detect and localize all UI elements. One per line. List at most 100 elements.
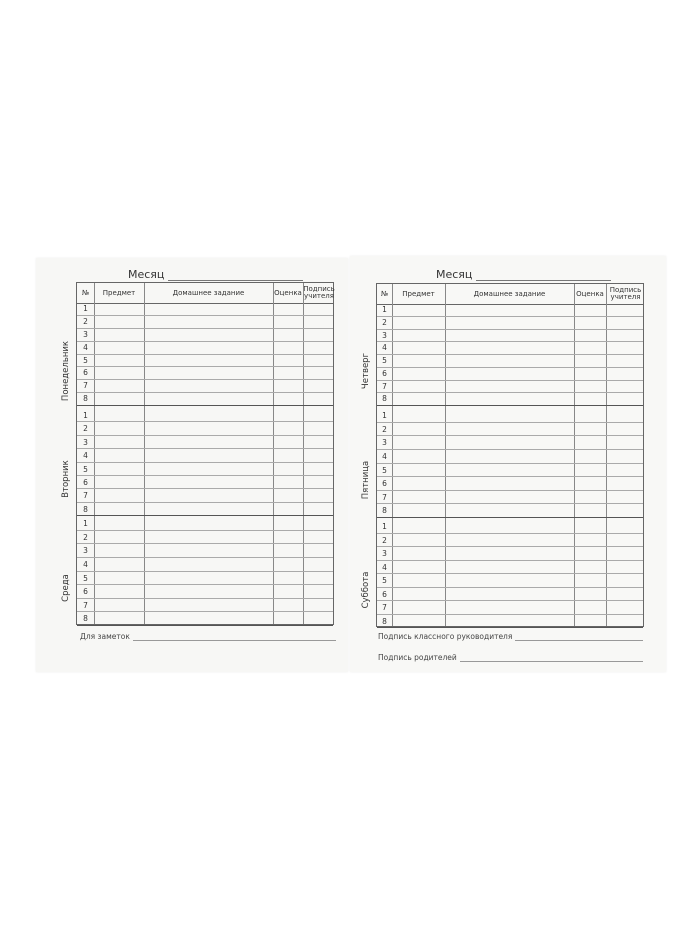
table-row[interactable]: 8: [77, 503, 333, 516]
header-num: №: [81, 288, 90, 297]
table-row[interactable]: 2: [377, 317, 643, 330]
row-number: 4: [83, 342, 88, 352]
day-label: Понедельник: [61, 340, 71, 401]
table-row[interactable]: 2: [77, 422, 333, 436]
month-input-line[interactable]: [476, 270, 612, 281]
table-row[interactable]: 6: [377, 588, 643, 601]
table-row[interactable]: 2: [77, 531, 333, 545]
header-signature: Подпись учителя: [609, 286, 642, 301]
row-number: 1: [382, 522, 387, 531]
row-number: 8: [83, 504, 88, 514]
table-row[interactable]: 4: [377, 561, 643, 574]
row-number: 1: [83, 304, 88, 313]
footer-field[interactable]: Подпись классного руководителя: [378, 632, 643, 641]
column-divider: [144, 283, 145, 624]
table-row[interactable]: 5: [377, 574, 643, 588]
row-number: 3: [382, 330, 387, 340]
left-page: Месяц № Предмет Домашнее задание Оценка Подпи…: [36, 258, 348, 672]
footer-input-line[interactable]: [132, 632, 336, 641]
footer-field[interactable]: Для заметок: [80, 632, 336, 641]
month-field[interactable]: Месяц: [436, 268, 612, 281]
table-row[interactable]: 2: [377, 423, 643, 437]
row-number: 7: [382, 603, 387, 612]
column-divider: [94, 283, 95, 624]
header-homework: Домашнее задание: [172, 288, 245, 297]
day-label: Четверг: [361, 352, 371, 390]
row-number: 4: [382, 562, 387, 572]
footer-field[interactable]: Подпись родителей: [378, 653, 643, 662]
footer-input-line[interactable]: [459, 653, 643, 662]
table-row[interactable]: 7: [377, 381, 643, 394]
schedule-table: № Предмет Домашнее задание Оценка Подпись уч…: [376, 283, 644, 628]
table-row[interactable]: 3: [77, 544, 333, 558]
table-row[interactable]: 2: [377, 534, 643, 547]
table-row[interactable]: 6: [377, 477, 643, 491]
header-grade: Оценка: [576, 289, 604, 298]
table-row[interactable]: 5: [77, 572, 333, 586]
row-number: 5: [83, 355, 88, 365]
table-row[interactable]: 7: [77, 599, 333, 613]
column-divider: [273, 283, 274, 624]
table-row[interactable]: 1: [377, 520, 643, 534]
table-row[interactable]: 4: [77, 558, 333, 572]
footer-label: Подпись классного руководителя: [378, 632, 513, 641]
month-field[interactable]: Месяц: [128, 268, 304, 281]
table-row[interactable]: 7: [77, 380, 333, 394]
table-row[interactable]: 1: [77, 303, 333, 316]
table-row[interactable]: 2: [77, 316, 333, 329]
row-number: 3: [83, 329, 88, 339]
row-number: 6: [83, 587, 88, 597]
row-number: 1: [83, 519, 88, 528]
row-number: 2: [382, 535, 387, 545]
row-number: 4: [382, 343, 387, 353]
row-number: 3: [382, 549, 387, 558]
day-label: Вторник: [61, 459, 71, 498]
table-row[interactable]: 5: [377, 464, 643, 478]
row-number: 5: [83, 464, 88, 474]
table-row[interactable]: 8: [377, 393, 643, 406]
table-row[interactable]: 8: [77, 393, 333, 406]
table-row[interactable]: 3: [377, 330, 643, 343]
table-row[interactable]: 1: [77, 517, 333, 531]
row-number: 3: [83, 546, 88, 556]
row-number: 7: [83, 381, 88, 391]
row-number: 7: [382, 381, 387, 391]
table-row[interactable]: 8: [377, 615, 643, 628]
table-row[interactable]: 3: [377, 547, 643, 561]
table-row[interactable]: 5: [77, 355, 333, 368]
row-number: 6: [83, 368, 88, 378]
table-row[interactable]: 4: [77, 342, 333, 355]
table-row[interactable]: 7: [77, 489, 333, 503]
footer-label: Для заметок: [80, 632, 130, 641]
table-row[interactable]: 5: [377, 355, 643, 368]
row-number: 8: [382, 394, 387, 404]
table-row[interactable]: 7: [377, 491, 643, 505]
table-row[interactable]: 6: [77, 476, 333, 490]
right-page: Месяц № Предмет Домашнее задание Оценка Подпи…: [350, 256, 666, 672]
table-row[interactable]: 6: [77, 585, 333, 599]
table-row[interactable]: 5: [77, 463, 333, 476]
table-row[interactable]: 4: [377, 450, 643, 464]
row-number: 8: [382, 616, 387, 626]
table-row[interactable]: 4: [377, 342, 643, 355]
table-row[interactable]: 8: [77, 612, 333, 626]
table-row[interactable]: 4: [77, 449, 333, 463]
row-number: 2: [83, 424, 88, 434]
table-row[interactable]: 1: [77, 409, 333, 423]
row-number: 6: [83, 477, 88, 487]
row-number: 1: [83, 411, 88, 420]
table-row[interactable]: 3: [377, 436, 643, 450]
month-input-line[interactable]: [168, 270, 304, 281]
table-row[interactable]: 6: [377, 368, 643, 381]
table-row[interactable]: 1: [377, 304, 643, 317]
table-row[interactable]: 7: [377, 601, 643, 615]
schedule-table: № Предмет Домашнее задание Оценка Подпись уч…: [76, 282, 335, 626]
table-row[interactable]: 8: [377, 504, 643, 518]
footer-input-line[interactable]: [515, 632, 643, 641]
table-row[interactable]: 3: [77, 329, 333, 342]
table-row[interactable]: 1: [377, 409, 643, 423]
table-row[interactable]: 3: [77, 436, 333, 450]
header-subject: Предмет: [402, 289, 435, 298]
day-label: Суббота: [361, 571, 371, 609]
table-row[interactable]: 6: [77, 367, 333, 381]
